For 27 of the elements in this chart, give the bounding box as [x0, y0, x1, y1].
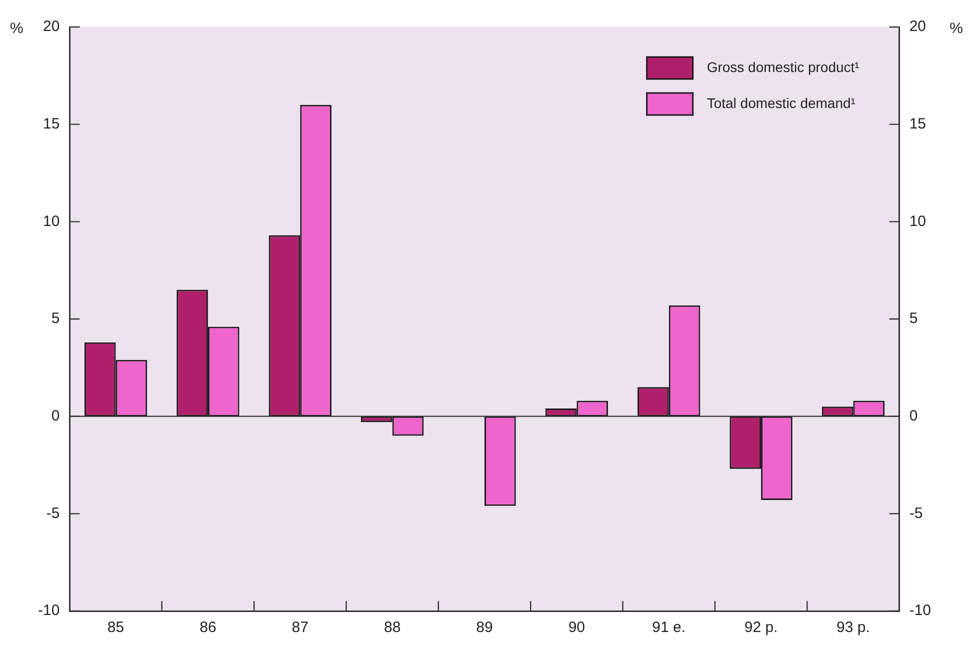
y-tick-label: -10	[38, 602, 60, 620]
y-tick-label: 10	[42, 212, 60, 230]
y2-axis-title: %	[950, 20, 963, 38]
y-tick-label: 0	[51, 407, 60, 424]
y2-tick-label: -10	[909, 602, 932, 620]
legend-label: Total domestic demand¹	[706, 94, 856, 111]
y2-tick-label: -5	[909, 504, 923, 522]
x-tick-label: 86	[200, 619, 216, 636]
y-axis-title: %	[10, 20, 24, 38]
y2-tick-label: 15	[909, 115, 926, 132]
y-tick-label: 5	[51, 310, 60, 328]
y2-tick-label: 20	[909, 18, 926, 36]
x-tick-label: 93 p.	[836, 619, 870, 636]
x-tick-label: 92 p.	[744, 619, 778, 636]
y-tick-label: 20	[42, 18, 60, 36]
x-tick-label: 89	[476, 619, 493, 636]
x-tick-label: 88	[384, 619, 401, 636]
x-tick-label: 90	[568, 619, 586, 636]
y2-tick-label: 5	[909, 310, 918, 328]
y2-tick-label: 0	[909, 407, 918, 424]
x-tick-label: 91 e.	[652, 619, 686, 636]
x-tick-label: 85	[107, 619, 124, 636]
x-tick-label: 87	[292, 619, 308, 636]
y2-tick-label: 10	[909, 212, 926, 230]
y-tick-label: -5	[46, 504, 60, 522]
legend-label: Gross domestic product¹	[706, 58, 860, 75]
y-tick-label: 15	[42, 115, 60, 132]
